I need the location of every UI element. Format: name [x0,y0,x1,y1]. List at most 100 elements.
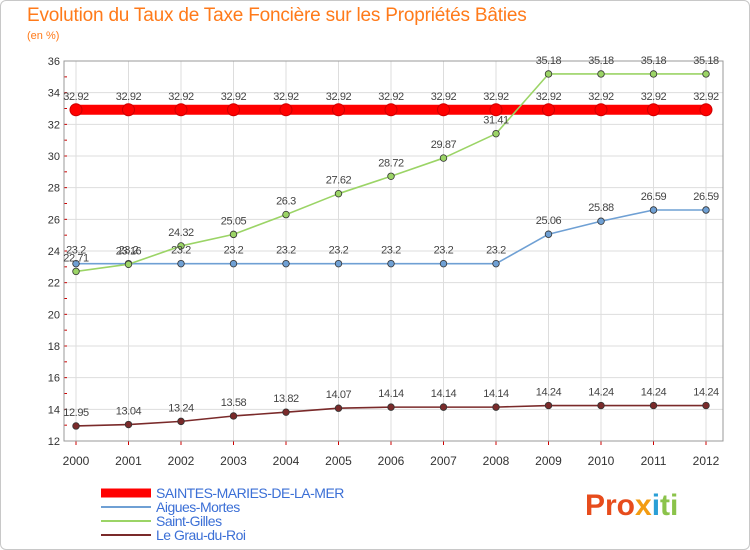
x-tick-label: 2011 [641,454,667,468]
data-label: 25.06 [536,215,562,227]
legend-label: SAINTES-MARIES-DE-LA-MER [156,485,344,501]
data-label: 12.95 [63,407,89,419]
x-tick-label: 2008 [483,454,510,468]
legend-label: Le Grau-du-Roi [156,527,246,543]
data-point [69,103,83,117]
data-point [702,70,710,78]
x-tick-label: 2010 [588,454,615,468]
data-point [334,259,343,268]
x-tick-label: 2003 [220,454,247,468]
y-tick-label: 32 [48,119,60,131]
data-label-layer: 32.92 32.92 32.92 32.92 32.92 32.92 32.92 32.92… [63,55,719,419]
data-point [594,103,608,117]
y-tick-label: 24 [48,246,60,258]
data-label: 23.2 [66,245,86,257]
data-label: 32.92 [273,91,299,103]
data-label: 35.18 [536,55,562,67]
y-tick-label: 28 [48,183,60,195]
data-point [699,103,713,117]
data-point [439,154,448,162]
data-point [492,259,500,268]
data-label: 26.59 [693,191,719,203]
data-point [544,230,553,238]
data-label: 22.71 [63,252,89,264]
data-point [702,401,710,410]
data-point [542,103,555,117]
data-label: 27.62 [326,175,352,187]
data-point [597,401,605,410]
data-point [229,412,238,420]
data-label: 32.92 [431,91,457,103]
data-point [334,189,343,198]
data-label: 32.92 [536,91,562,103]
data-point [439,259,448,268]
data-label: 32.92 [168,91,194,103]
data-label: 35.18 [693,55,719,67]
data-point [229,259,238,268]
data-point [647,103,660,117]
data-point [492,403,500,411]
axis-layer: 12 14 16 18 20 22 24 26 28 30 32 34 36 2000 2001 2002 20… [48,56,724,468]
legend-label: Saint-Gilles [156,513,222,529]
data-label: 23.2 [171,245,191,257]
data-label: 31.41 [483,115,509,127]
data-label: 23.2 [329,245,349,257]
grid-layer [64,60,723,442]
x-tick-label: 2002 [168,454,195,468]
data-point [282,408,290,416]
data-point [544,401,553,410]
x-tick-label: 2007 [430,454,457,468]
data-point [72,259,80,268]
data-point [597,217,605,225]
data-point [384,103,398,117]
data-label: 14.14 [431,388,457,400]
legend: SAINTES-MARIES-DE-LA-MERAigues-MortesSai… [101,485,345,543]
x-tick-label: 2000 [63,454,90,468]
data-point [124,260,133,268]
data-label: 32.92 [641,91,667,103]
y-tick-label: 18 [48,341,60,353]
data-point [597,70,605,78]
data-point [544,70,553,78]
chart-unit-label: (en %) [27,30,60,42]
data-point [702,206,710,214]
data-label: 13.24 [168,402,194,414]
data-label: 14.14 [378,388,404,400]
data-point [387,259,395,268]
proxiti-logo: Proxiti [585,489,679,522]
data-label: 26.3 [276,196,296,208]
data-point [124,420,133,429]
data-label: 14.24 [641,387,667,399]
y-tick-label: 12 [48,436,60,448]
data-label: 26.59 [641,191,667,203]
data-point [177,242,185,250]
data-label: 13.04 [116,406,142,418]
data-label: 23.2 [381,245,401,257]
data-point [489,103,503,117]
data-point [227,103,240,117]
data-point [387,172,395,180]
data-label: 13.58 [221,397,247,409]
data-point [177,259,185,268]
chart-title: Evolution du Taux de Taxe Foncière sur l… [27,5,527,26]
data-label: 23.2 [119,245,139,257]
data-label: 32.92 [116,91,142,103]
data-label: 35.18 [641,55,667,67]
data-label: 32.92 [63,91,89,103]
data-point [387,403,395,411]
y-tick-label: 20 [48,309,60,321]
x-tick-label: 2009 [535,454,562,468]
data-label: 23.2 [224,245,244,257]
data-label: 32.92 [326,91,352,103]
data-point [122,103,135,117]
data-label: 14.24 [693,387,719,399]
data-point [177,417,185,426]
y-tick-label: 34 [48,88,60,100]
data-point [72,422,80,430]
data-label: 32.92 [378,91,404,103]
data-label: 32.92 [483,91,509,103]
x-tick-label: 2005 [325,454,352,468]
data-point [649,401,658,410]
data-point [72,267,80,276]
